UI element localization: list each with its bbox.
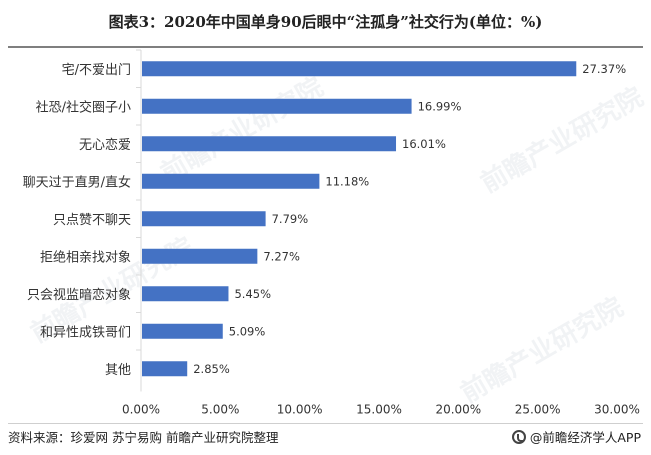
category-label: 和异性成铁哥们 bbox=[40, 325, 131, 340]
brand-label: @前瞻经济学人APP bbox=[529, 430, 641, 445]
value-label: 16.01% bbox=[402, 137, 446, 151]
category-label: 宅/不爱出门 bbox=[62, 63, 131, 78]
value-label: 5.09% bbox=[229, 324, 266, 338]
value-label: 5.45% bbox=[234, 287, 271, 301]
value-label: 11.18% bbox=[325, 174, 369, 188]
value-label: 27.37% bbox=[582, 62, 626, 76]
category-label: 只点赞不聊天 bbox=[53, 213, 131, 228]
bar-chart: 宅/不爱出门 27.37% 社恐/社交圈子小 16.99% 无心恋爱 16.01% 聊天过于… bbox=[23, 49, 640, 417]
bar bbox=[142, 98, 412, 114]
x-tick-label: 5.00% bbox=[201, 403, 239, 417]
bar bbox=[142, 136, 397, 152]
category-label: 社恐/社交圈子小 bbox=[36, 99, 131, 115]
x-tick-label: 20.00% bbox=[435, 403, 481, 417]
x-tick-label: 25.00% bbox=[515, 403, 561, 417]
bar bbox=[142, 248, 258, 264]
value-label: 7.27% bbox=[263, 249, 300, 263]
x-tick-label: 15.00% bbox=[356, 403, 402, 417]
category-label: 无心恋爱 bbox=[79, 137, 131, 153]
value-label: 16.99% bbox=[418, 99, 462, 113]
x-tick-label: 0.00% bbox=[122, 403, 160, 417]
footer-divider bbox=[8, 423, 643, 424]
value-label: 2.85% bbox=[193, 362, 230, 376]
title-divider bbox=[8, 46, 643, 48]
x-tick-label: 10.00% bbox=[277, 403, 323, 417]
bar bbox=[142, 173, 320, 189]
source-note: 资料来源：珍爱网 苏宁易购 前瞻产业研究院整理 bbox=[8, 430, 279, 445]
category-label: 只会视监暗恋对象 bbox=[27, 287, 131, 303]
chart-title: 图表3：2020年中国单身90后眼中“注孤身”社交行为(单位：%) bbox=[108, 13, 543, 31]
category-label: 拒绝相亲找对象 bbox=[40, 249, 131, 265]
category-label: 其他 bbox=[105, 363, 131, 378]
bar bbox=[142, 61, 577, 77]
value-label: 7.79% bbox=[272, 212, 309, 226]
category-label: 聊天过于直男/直女 bbox=[23, 174, 131, 190]
bar bbox=[142, 286, 229, 302]
brand-mark: @前瞻经济学人APP bbox=[511, 427, 641, 446]
bar bbox=[142, 323, 223, 339]
bar bbox=[142, 211, 266, 227]
x-tick-label: 30.00% bbox=[594, 403, 640, 417]
bar bbox=[142, 361, 188, 377]
brand-logo-icon bbox=[511, 429, 526, 444]
